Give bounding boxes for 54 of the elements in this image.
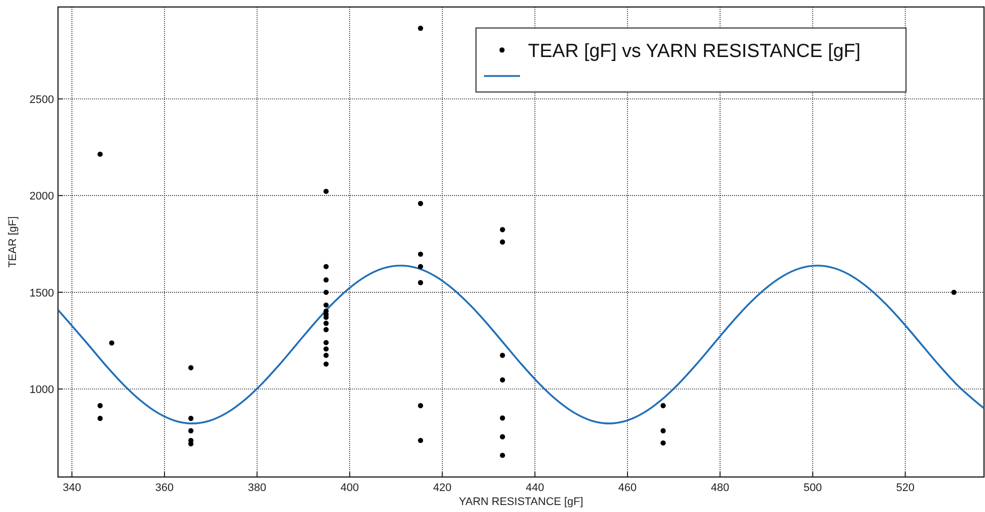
point	[323, 277, 329, 283]
point	[418, 403, 424, 408]
x-tick-label: 520	[896, 482, 914, 494]
point	[323, 320, 329, 326]
x-tick-label: 480	[710, 482, 730, 494]
y-tick-label: 2000	[30, 190, 54, 203]
x-tick-label: 400	[340, 482, 359, 494]
point	[500, 239, 506, 245]
point	[418, 264, 424, 270]
x-tick-label: 340	[62, 482, 82, 494]
point	[660, 403, 666, 408]
point	[418, 280, 424, 286]
point	[323, 352, 329, 358]
point	[323, 361, 329, 367]
point	[323, 264, 329, 270]
point	[188, 428, 194, 434]
y-tick-label: 1500	[30, 287, 54, 300]
point	[323, 346, 329, 352]
point	[418, 438, 424, 444]
point	[418, 252, 424, 257]
point	[660, 428, 666, 434]
point	[500, 434, 506, 440]
point	[418, 26, 424, 31]
x-tick-label: 460	[618, 482, 637, 494]
y-tick-label: 1000	[30, 384, 54, 396]
x-tick-label: 500	[804, 482, 822, 494]
point	[500, 452, 506, 458]
point	[323, 290, 329, 295]
x-tick-label: 380	[248, 482, 266, 494]
point	[660, 440, 666, 446]
x-tick-label: 420	[433, 482, 452, 494]
line-series	[58, 264, 984, 424]
point	[323, 340, 329, 346]
point	[98, 403, 103, 408]
y-tick-label: 2500	[30, 94, 54, 106]
point	[500, 352, 506, 358]
point	[500, 227, 506, 232]
point	[323, 327, 329, 332]
y-axis-title: TEAR [gF]	[7, 216, 19, 268]
point	[98, 152, 103, 157]
point	[500, 377, 506, 383]
point	[951, 290, 957, 295]
point	[323, 302, 329, 308]
point	[98, 416, 103, 421]
point	[109, 340, 114, 346]
x-tick-label: 360	[155, 482, 174, 494]
point	[323, 188, 329, 194]
x-tick-label: 440	[526, 482, 544, 494]
point	[500, 415, 506, 421]
point	[418, 200, 424, 206]
point	[188, 416, 194, 421]
legend-label: TEAR [gF] vs YARN RESISTANCE [gF]	[528, 41, 861, 62]
point	[188, 365, 194, 370]
x-axis-title: YARN RESISTANCE [gF]	[458, 496, 584, 508]
